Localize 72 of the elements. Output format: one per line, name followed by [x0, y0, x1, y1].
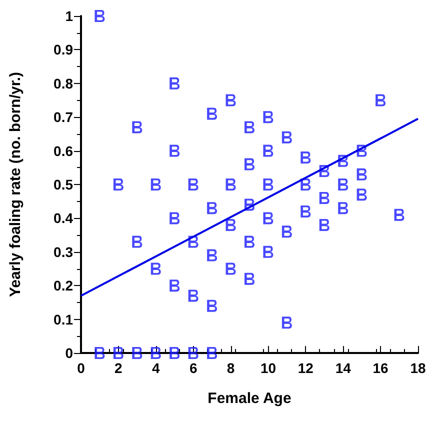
x-tick-label: 6 [189, 360, 198, 376]
x-tick-label: 8 [226, 360, 235, 376]
point [244, 158, 254, 170]
x-tick-label: 4 [152, 360, 160, 376]
point [150, 347, 161, 359]
point [319, 218, 330, 231]
point [170, 280, 180, 292]
point [132, 236, 142, 248]
point [356, 188, 367, 201]
x-tick-label: 2 [114, 360, 123, 376]
x-tick-label: 14 [335, 360, 352, 376]
y-tick-label: 0.1 [54, 311, 74, 328]
x-tick-label: 0 [77, 360, 86, 376]
point [170, 144, 180, 157]
point [282, 131, 292, 144]
point [94, 10, 105, 22]
point [170, 347, 180, 359]
point [170, 212, 180, 224]
point [226, 178, 236, 190]
x-tick-label: 10 [260, 360, 276, 376]
point [300, 152, 311, 164]
point [300, 205, 311, 218]
point [263, 246, 274, 258]
x-axis-title: Female Age [208, 390, 292, 407]
y-tick-label: 0 [65, 345, 74, 361]
point [282, 226, 292, 238]
y-tick-label: 0.3 [54, 244, 74, 260]
x-tick-label: 18 [410, 360, 426, 376]
point [132, 121, 142, 134]
y-tick-label: 1 [65, 8, 74, 24]
point [356, 168, 367, 180]
point [150, 178, 161, 190]
y-axis-title: Yearly foaling rate (no. born/yr.) [7, 72, 24, 298]
point [226, 218, 236, 231]
point [207, 300, 218, 312]
point [263, 144, 274, 157]
y-tick-label: 0.7 [54, 109, 74, 126]
point [188, 178, 198, 190]
point [207, 202, 218, 214]
point [394, 208, 404, 221]
point [376, 94, 386, 106]
y-tick-label: 0.8 [54, 75, 74, 92]
x-tick-label: 12 [298, 360, 314, 376]
y-tick-label: 0.6 [54, 142, 74, 159]
point [263, 178, 274, 190]
point [94, 347, 105, 359]
point [170, 77, 180, 90]
point [263, 111, 274, 124]
point [113, 178, 124, 190]
point [282, 316, 292, 329]
y-tick-label: 0.9 [54, 42, 74, 58]
point [244, 272, 254, 285]
point [338, 178, 348, 190]
point [263, 212, 274, 224]
point [226, 94, 236, 106]
point [244, 121, 254, 134]
point [207, 108, 218, 120]
point [319, 192, 330, 204]
point [338, 202, 348, 214]
point [113, 347, 124, 359]
point [226, 262, 236, 275]
x-tick-label: 16 [372, 360, 389, 376]
y-tick-label: 0.5 [54, 176, 74, 192]
point [188, 347, 198, 359]
point [207, 249, 218, 262]
point [207, 347, 218, 359]
point [150, 262, 161, 275]
y-tick-label: 0.4 [54, 210, 74, 226]
point [132, 347, 142, 359]
y-tick-label: 0.2 [54, 278, 74, 294]
point [188, 290, 198, 302]
point [244, 236, 254, 248]
